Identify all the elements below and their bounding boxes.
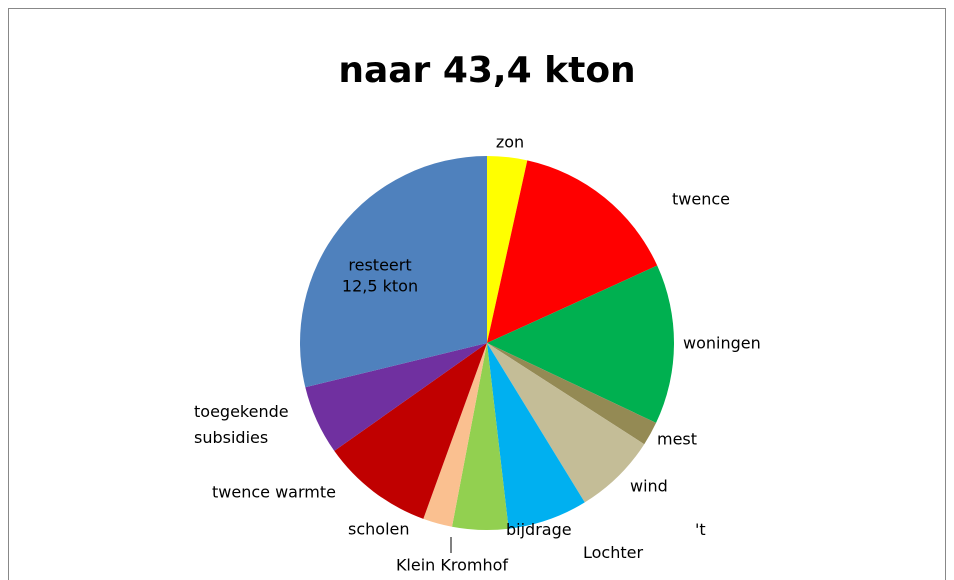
value-label: 12,5 kton [342, 277, 418, 296]
chart-title: naar 43,4 kton [338, 50, 635, 91]
pie-slice [334, 343, 487, 519]
pie-slice [423, 343, 487, 527]
pie-slice [487, 343, 645, 503]
slice-label: twence [672, 190, 730, 209]
slice-label: twence warmte [212, 483, 336, 502]
pie-slice [487, 156, 528, 343]
pie-slice [452, 343, 509, 530]
pie-slice [300, 156, 487, 388]
pie-slice [487, 265, 674, 423]
slice-label: woningen [683, 334, 761, 353]
slice-label: toegekende subsidies [194, 402, 289, 447]
pie-slice [487, 343, 585, 529]
slice-label: bijdrage't Lochter [506, 520, 706, 562]
slice-label: zon [496, 133, 524, 152]
slice-label: mest [657, 430, 697, 449]
pie-slice [487, 343, 657, 445]
pie-slice [305, 343, 487, 451]
slice-label: scholen [348, 520, 410, 539]
pie-slice [487, 160, 658, 343]
slice-label: resteert [348, 256, 411, 275]
slice-label: Klein Kromhof [396, 556, 508, 575]
slice-label: wind [630, 477, 668, 496]
